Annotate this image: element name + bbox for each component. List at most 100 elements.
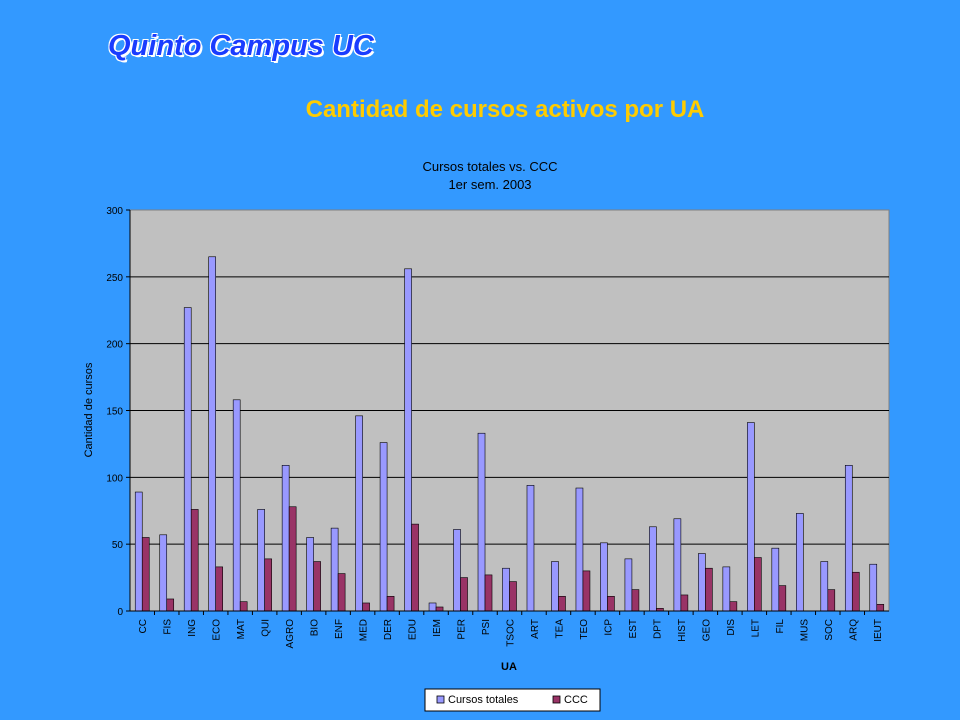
bar-ccc bbox=[582, 570, 591, 612]
x-tick-label: MAT bbox=[236, 619, 247, 639]
bar-ccc bbox=[778, 585, 787, 612]
bar-ccc bbox=[754, 557, 762, 612]
x-tick-label: EST bbox=[628, 619, 639, 638]
bar-cursos-totales bbox=[771, 547, 780, 612]
bar-cursos-totales bbox=[600, 542, 608, 612]
x-tick-label: BIO bbox=[310, 619, 321, 636]
slide-title: Quinto Campus UC bbox=[108, 30, 374, 62]
bar-cursos-totales bbox=[747, 422, 755, 612]
bar-cursos-totales bbox=[502, 567, 510, 612]
bar-series bbox=[134, 256, 885, 612]
chart-subtitle: 1er sem. 2003 bbox=[448, 177, 531, 192]
bar-cursos-totales bbox=[257, 509, 265, 612]
bar-ccc bbox=[484, 574, 493, 612]
bar-cursos-totales bbox=[820, 561, 829, 612]
bar-ccc bbox=[386, 595, 395, 612]
x-tick-label: DER bbox=[383, 619, 394, 640]
bar-cursos-totales bbox=[477, 432, 486, 612]
x-tick-label: AGRO bbox=[285, 619, 296, 649]
x-tick-label: PSI bbox=[481, 619, 492, 635]
y-tick-label: 250 bbox=[106, 273, 123, 284]
legend-label-cursos-totales: Cursos totales bbox=[448, 694, 519, 706]
bar-ccc bbox=[729, 601, 738, 612]
y-tick-label: 50 bbox=[112, 540, 124, 551]
bar-ccc bbox=[215, 566, 223, 612]
bar-ccc bbox=[631, 589, 640, 612]
legend-box bbox=[424, 688, 601, 712]
bar-ccc bbox=[337, 573, 346, 612]
bar-cursos-totales bbox=[698, 553, 706, 612]
bar-cursos-totales bbox=[183, 307, 192, 612]
bar-cursos-totales bbox=[624, 558, 633, 612]
bar-cursos-totales bbox=[379, 442, 388, 612]
x-tick-label: TEA bbox=[554, 619, 565, 639]
x-tick-label: ARQ bbox=[848, 619, 859, 641]
chart-title: Cursos totales vs. CCC bbox=[422, 159, 557, 174]
y-tick-label: 100 bbox=[106, 473, 123, 484]
y-tick-label: 0 bbox=[117, 607, 123, 618]
x-tick-label: DPT bbox=[652, 619, 663, 639]
bar-cursos-totales bbox=[208, 256, 216, 612]
x-tick-label: DIS bbox=[726, 619, 737, 636]
bar-ccc bbox=[460, 577, 468, 612]
y-axis-label: Cantidad de cursos bbox=[83, 362, 95, 457]
x-tick-label: PER bbox=[457, 619, 468, 640]
x-tick-label: ENF bbox=[334, 619, 345, 639]
bar-ccc bbox=[827, 589, 836, 612]
x-tick-label: GEO bbox=[701, 619, 712, 641]
bar-cursos-totales bbox=[673, 518, 682, 612]
legend-swatch-ccc bbox=[552, 695, 561, 704]
x-tick-label: FIS bbox=[163, 619, 174, 635]
x-tick-label: EDU bbox=[408, 619, 419, 640]
bar-ccc bbox=[435, 606, 444, 612]
bar-ccc bbox=[607, 595, 615, 612]
x-tick-label: MUS bbox=[799, 619, 810, 642]
bar-ccc bbox=[239, 601, 248, 612]
bar-ccc bbox=[288, 506, 297, 612]
bar-cursos-totales bbox=[844, 465, 853, 612]
bar-ccc bbox=[876, 604, 885, 612]
x-tick-label: ING bbox=[187, 619, 198, 637]
y-axis-ticks: 0 50 100 150 200 250 300 bbox=[106, 206, 130, 618]
bar-cursos-totales bbox=[281, 465, 290, 612]
bar-cursos-totales bbox=[453, 529, 461, 612]
bar-ccc bbox=[411, 523, 419, 612]
bar-cursos-totales bbox=[355, 415, 363, 612]
bar-cursos-totales bbox=[330, 527, 339, 612]
bar-cursos-totales bbox=[159, 534, 168, 612]
x-tick-label: HIST bbox=[677, 619, 688, 642]
x-axis-label: UA bbox=[501, 661, 517, 673]
x-tick-label: IEM bbox=[432, 619, 443, 637]
bar-cursos-totales bbox=[134, 491, 143, 612]
y-tick-label: 200 bbox=[106, 340, 123, 351]
x-tick-label: ECO bbox=[212, 619, 223, 641]
legend-label-ccc: CCC bbox=[564, 694, 588, 706]
bar-cursos-totales bbox=[551, 561, 559, 612]
legend: Cursos totales CCC bbox=[424, 688, 601, 712]
y-tick-label: 300 bbox=[106, 206, 123, 217]
x-tick-label: MED bbox=[359, 619, 370, 641]
bar-ccc bbox=[166, 598, 175, 612]
x-tick-label: FIL bbox=[775, 619, 786, 634]
bar-ccc bbox=[313, 561, 321, 612]
x-tick-label: ART bbox=[530, 619, 541, 639]
bar-ccc bbox=[705, 567, 713, 612]
bar-ccc bbox=[141, 537, 150, 612]
bar-ccc bbox=[264, 558, 272, 612]
x-tick-label: CC bbox=[138, 619, 149, 633]
x-tick-label: ICP bbox=[603, 619, 614, 636]
bar-cursos-totales bbox=[722, 566, 731, 612]
bar-ccc bbox=[558, 595, 566, 612]
x-tick-label: QUI bbox=[261, 619, 272, 637]
bar-cursos-totales bbox=[428, 602, 437, 612]
bar-cursos-totales bbox=[306, 537, 314, 612]
slide-subtitle: Cantidad de cursos activos por UA bbox=[305, 96, 705, 123]
y-tick-label: 150 bbox=[106, 407, 123, 418]
grid-lines bbox=[130, 276, 889, 545]
x-tick-label: TEO bbox=[579, 619, 590, 640]
x-tick-label: LET bbox=[750, 619, 761, 637]
bar-ccc bbox=[851, 571, 860, 612]
x-axis-ticks: CC FIS ING ECO MAT QUI AGRO BIO ENF MED DER EDU IEM P… bbox=[138, 611, 884, 648]
bar-cursos-totales bbox=[575, 487, 584, 612]
